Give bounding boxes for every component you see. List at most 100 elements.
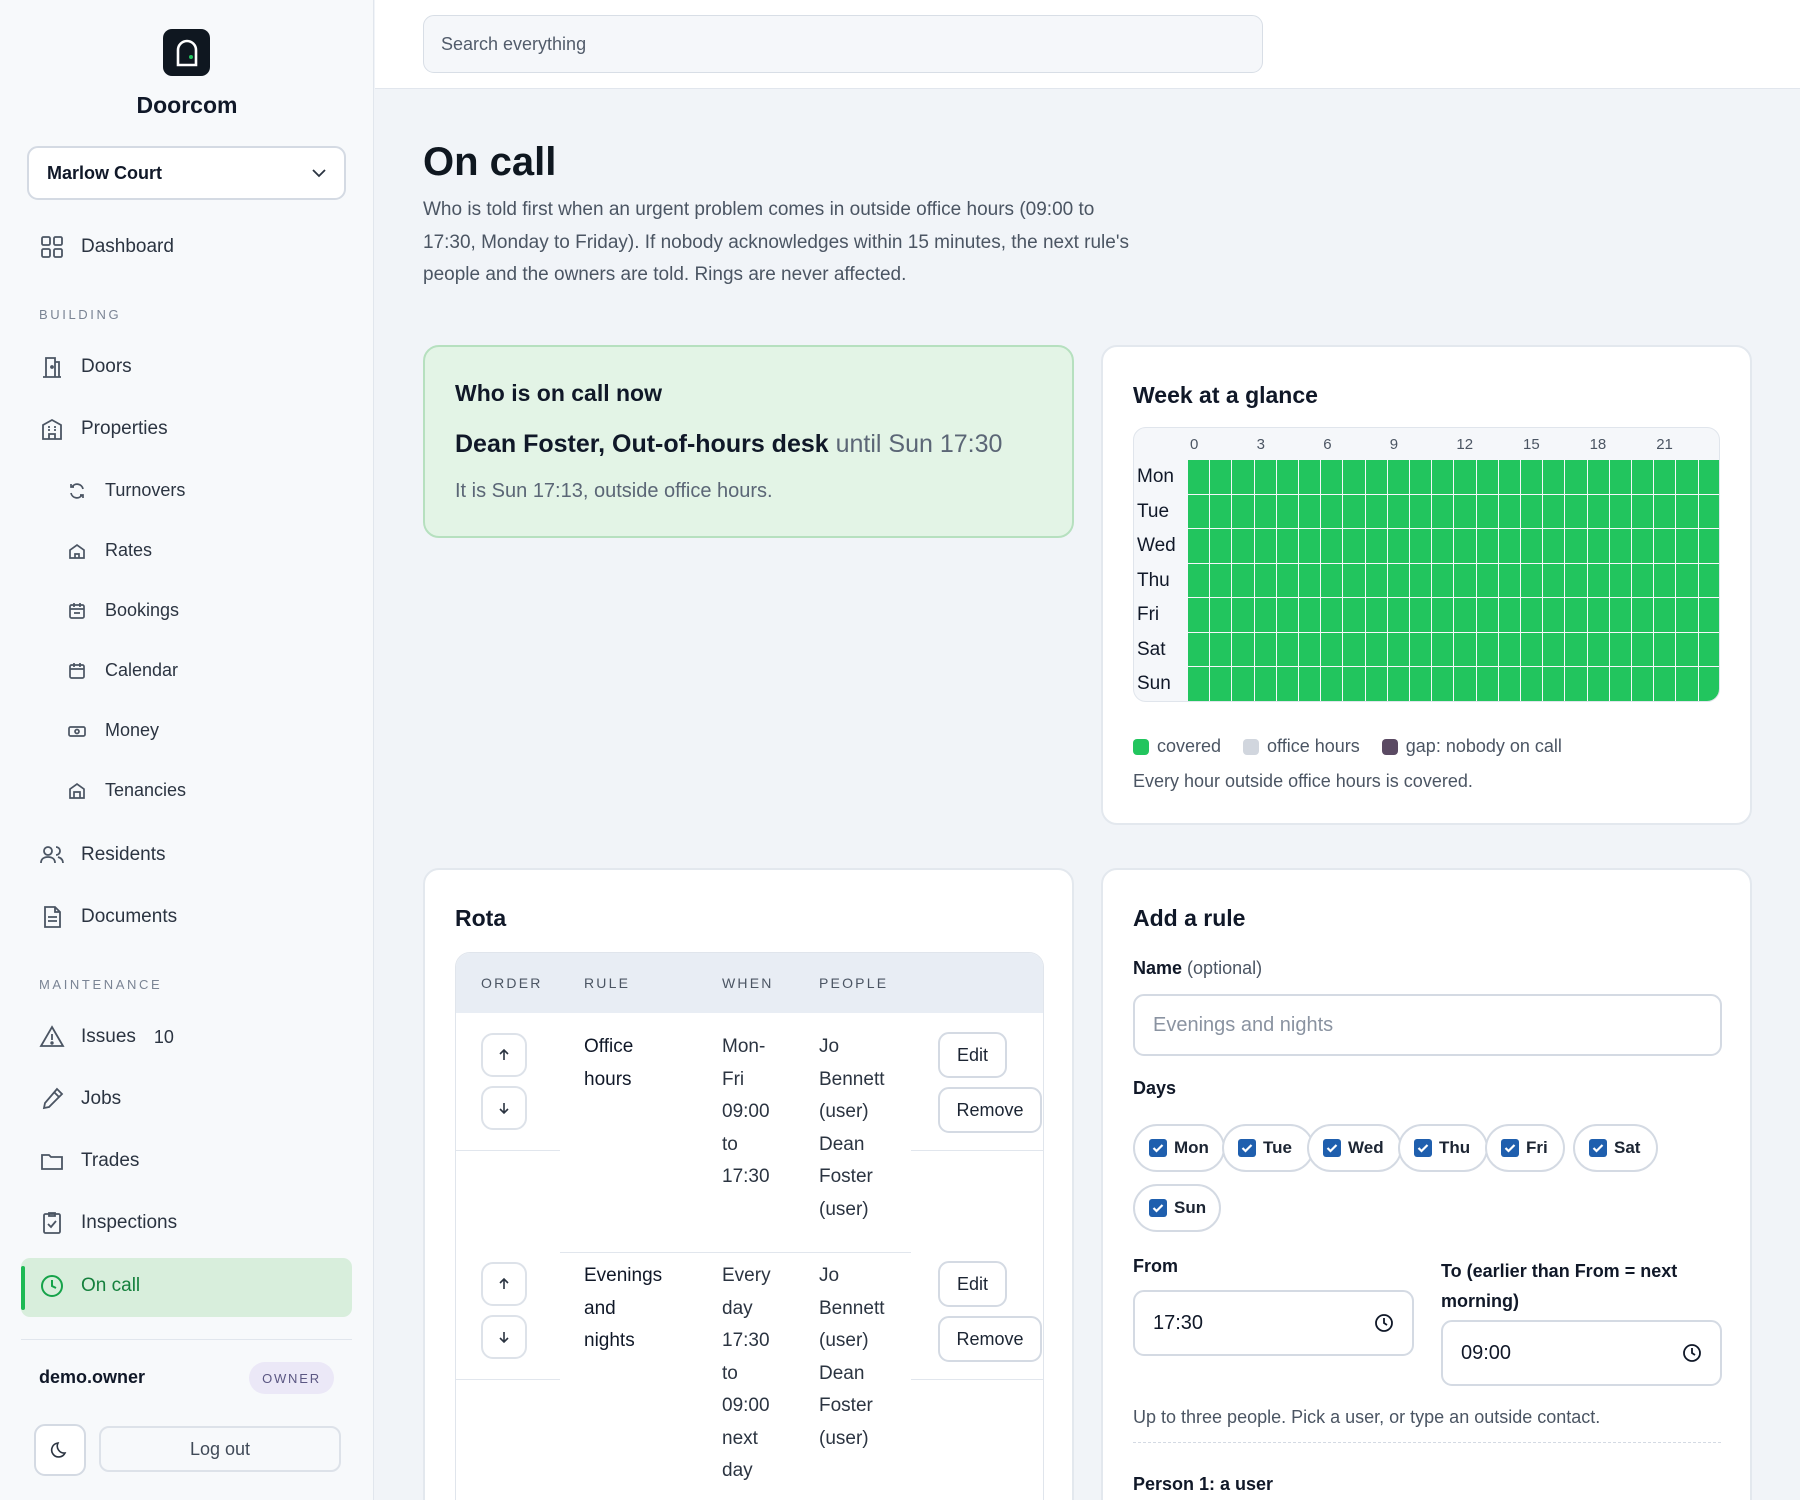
hour-cell — [1188, 494, 1210, 528]
hour-cell — [1609, 598, 1631, 632]
hour-cell — [1387, 598, 1409, 632]
hour-cell — [1365, 460, 1387, 494]
hour-cell — [1276, 563, 1298, 597]
remove-rule-button[interactable]: Remove — [938, 1316, 1042, 1362]
hour-cell — [1387, 563, 1409, 597]
legend-swatch — [1243, 738, 1260, 755]
logout-button[interactable]: Log out — [99, 1426, 341, 1472]
section-label-building: BUILDING — [39, 307, 122, 322]
sidebar-item-documents[interactable]: Documents — [39, 904, 177, 930]
hour-cell — [1632, 598, 1654, 632]
checkbox-checked-icon[interactable] — [1501, 1139, 1519, 1157]
legend-label: covered — [1157, 736, 1222, 756]
sidebar-item-inspections[interactable]: Inspections — [39, 1210, 177, 1236]
sidebar-item-dashboard[interactable]: Dashboard — [39, 234, 174, 260]
legend: covered office hours gap: nobody on call — [1133, 736, 1584, 757]
theme-toggle-button[interactable] — [34, 1424, 86, 1476]
edit-rule-button[interactable]: Edit — [938, 1032, 1007, 1078]
checkbox-checked-icon[interactable] — [1238, 1139, 1256, 1157]
day-chip-sun[interactable]: Sun — [1133, 1184, 1221, 1232]
sidebar-item-jobs[interactable]: Jobs — [39, 1086, 121, 1112]
hour-cell — [1365, 632, 1387, 666]
day-chip-sat[interactable]: Sat — [1573, 1124, 1658, 1172]
legend-item: covered — [1133, 736, 1221, 757]
move-down-button[interactable] — [481, 1086, 527, 1130]
day-chip-thu[interactable]: Thu — [1398, 1124, 1488, 1172]
sidebar-item-on-call[interactable]: On call — [39, 1273, 140, 1299]
edit-rule-button[interactable]: Edit — [938, 1261, 1007, 1307]
sidebar-item-trades[interactable]: Trades — [39, 1148, 139, 1174]
to-time-input[interactable]: 09:00 — [1441, 1320, 1722, 1386]
hour-cell — [1188, 460, 1210, 494]
sidebar-item-residents[interactable]: Residents — [39, 842, 166, 868]
rota-when: Mon- Fri 09:00 to 17:30 — [722, 1036, 770, 1187]
calendar-check-icon — [69, 602, 85, 619]
clock-icon — [1375, 1314, 1393, 1332]
hour-cell — [1521, 563, 1543, 597]
search-input[interactable]: Search everything — [423, 15, 1263, 73]
sidebar-item-tenancies[interactable]: Tenancies — [67, 780, 186, 801]
check-icon — [1241, 1144, 1253, 1153]
hour-cell — [1188, 632, 1210, 666]
day-chip-tue[interactable]: Tue — [1222, 1124, 1314, 1172]
checkbox-checked-icon[interactable] — [1149, 1199, 1167, 1217]
remove-rule-button[interactable]: Remove — [938, 1087, 1042, 1133]
hour-cell — [1254, 494, 1276, 528]
check-icon — [1326, 1144, 1338, 1153]
hour-label: 21 — [1656, 436, 1673, 453]
hour-label: 3 — [1256, 436, 1265, 453]
rota-rule-name: Evenings and nights — [584, 1265, 663, 1351]
column-header-rule: RULE — [584, 975, 631, 991]
hour-cell — [1276, 460, 1298, 494]
hour-cell — [1454, 632, 1476, 666]
from-time-input[interactable]: 17:30 — [1133, 1290, 1414, 1356]
hour-cell — [1698, 460, 1719, 494]
sidebar-item-properties[interactable]: Properties — [39, 416, 168, 442]
sidebar-item-calendar[interactable]: Calendar — [67, 660, 178, 681]
day-chip-wed[interactable]: Wed — [1307, 1124, 1402, 1172]
hour-cell — [1299, 667, 1321, 701]
hour-cell — [1454, 563, 1476, 597]
day-chip-label: Sun — [1174, 1198, 1207, 1217]
hour-cell — [1654, 529, 1676, 563]
hour-cell — [1276, 632, 1298, 666]
role-badge: OWNER — [249, 1362, 334, 1394]
sidebar-item-turnovers[interactable]: Turnovers — [67, 480, 185, 501]
folder-icon — [41, 1154, 63, 1170]
sidebar-item-issues[interactable]: Issues 10 — [39, 1024, 174, 1050]
hour-cell — [1210, 494, 1232, 528]
rule-name-input[interactable]: Evenings and nights — [1133, 994, 1722, 1056]
hour-cell — [1698, 632, 1719, 666]
rota-people: Jo Bennett (user) Dean Foster (user) — [819, 1265, 885, 1449]
wrench-icon — [42, 1087, 64, 1110]
sidebar-item-rates[interactable]: Rates — [67, 540, 152, 561]
sidebar-item-label: Inspections — [81, 1212, 178, 1233]
hour-cell — [1676, 460, 1698, 494]
day-chip-mon[interactable]: Mon — [1133, 1124, 1225, 1172]
hour-cell — [1498, 598, 1520, 632]
move-down-button[interactable] — [481, 1315, 527, 1359]
hour-cell — [1321, 529, 1343, 563]
sidebar-item-doors[interactable]: Doors — [39, 354, 132, 380]
checkbox-checked-icon[interactable] — [1323, 1139, 1341, 1157]
sidebar-item-money[interactable]: Money — [67, 720, 159, 741]
hour-cell — [1232, 667, 1254, 701]
property-select[interactable]: Marlow Court — [27, 146, 346, 200]
checkbox-checked-icon[interactable] — [1149, 1139, 1167, 1157]
move-up-button[interactable] — [481, 1262, 527, 1306]
hour-cell — [1498, 667, 1520, 701]
hour-cell — [1654, 563, 1676, 597]
hour-cell — [1609, 632, 1631, 666]
calendar-icon — [69, 662, 85, 679]
move-up-button[interactable] — [481, 1033, 527, 1077]
legend-label: office hours — [1267, 736, 1360, 756]
sidebar-item-bookings[interactable]: Bookings — [67, 600, 179, 621]
hour-cell — [1543, 598, 1565, 632]
checkbox-checked-icon[interactable] — [1414, 1139, 1432, 1157]
card-title: Who is on call now — [455, 380, 662, 406]
hour-cell — [1410, 529, 1432, 563]
week-at-a-glance-card: Week at a glance 0 3 6 9 12 15 18 21 Mon Tue Wed Th… — [1101, 345, 1752, 825]
day-chip-fri[interactable]: Fri — [1485, 1124, 1565, 1172]
checkbox-checked-icon[interactable] — [1589, 1139, 1607, 1157]
hour-cell — [1365, 598, 1387, 632]
